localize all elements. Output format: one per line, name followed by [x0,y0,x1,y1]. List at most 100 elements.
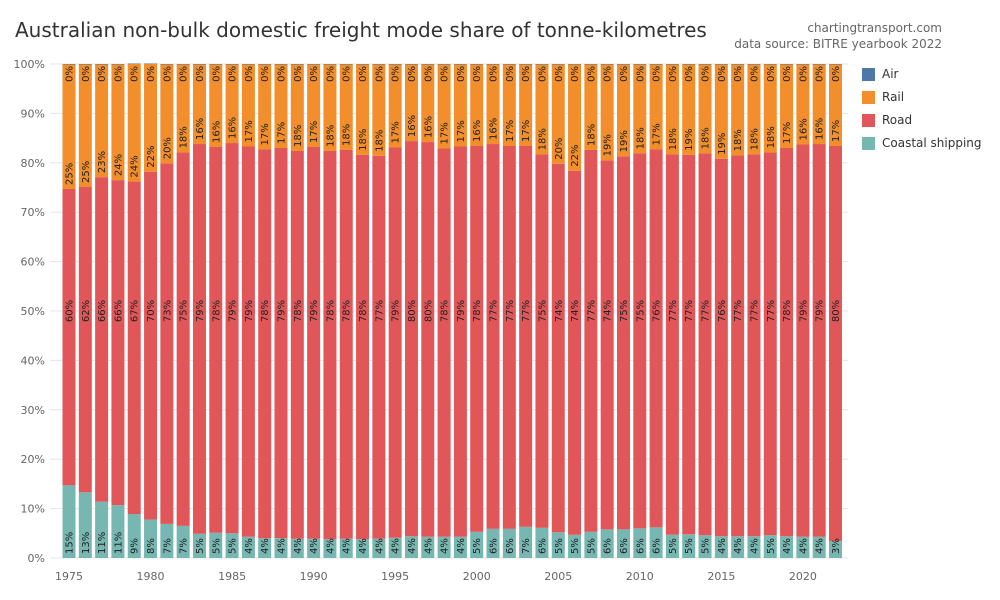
bar-segment-road [665,154,679,535]
data-label-air: 0% [179,66,190,82]
data-label-rail: 19% [619,130,630,152]
legend-item-rail[interactable]: Rail [862,87,982,107]
data-label-air: 0% [733,66,744,82]
bar-segment-coastal-shipping [323,539,337,558]
bar-segment-rail [258,64,272,150]
data-label-rail: 16% [815,118,826,140]
bar-segment-rail [829,64,842,147]
bar-segment-rail [192,64,206,145]
bar-segment-road [388,147,402,538]
data-label-rail: 23% [97,151,108,173]
bar-segment-road [160,163,174,524]
data-label-air: 0% [619,66,630,82]
data-label-air: 0% [211,66,222,82]
data-label-coastal-shipping: 7% [521,538,532,554]
data-label-coastal-shipping: 6% [489,538,500,554]
bar-segment-rail [600,64,614,161]
bar-segment-rail [127,64,141,182]
data-label-air: 0% [766,66,777,82]
bar-segment-coastal-shipping [698,535,712,558]
legend-item-road[interactable]: Road [862,110,982,130]
bar-segment-rail [551,64,565,164]
data-label-rail: 17% [456,120,467,142]
bar-segment-rail [274,64,288,148]
y-tick-label: 90% [21,107,45,120]
data-label-air: 0% [701,66,712,82]
data-label-road: 80% [831,300,842,322]
legend-label-coastal-shipping: Coastal shipping [882,136,982,150]
bar-segment-rail [584,64,598,150]
bar-segment-rail [95,64,109,178]
data-label-rail: 16% [423,116,434,138]
bar-segment-coastal-shipping [829,541,842,558]
data-label-coastal-shipping: 5% [570,538,581,554]
data-label-rail: 18% [668,128,679,150]
bar-segment-coastal-shipping [682,534,696,558]
data-label-road: 78% [342,300,353,322]
bar-segment-road [453,146,467,537]
x-tick-label: 1990 [300,570,328,583]
bar-segment-coastal-shipping [225,533,239,558]
bar-segment-coastal-shipping [584,531,598,558]
data-label-road: 77% [521,300,532,322]
bar-segment-coastal-shipping [633,528,647,558]
data-label-air: 0% [831,66,842,82]
legend-item-air[interactable]: Air [862,64,982,84]
bar-segment-coastal-shipping [421,536,435,558]
data-label-coastal-shipping: 4% [423,538,434,554]
bar-segment-coastal-shipping [470,531,484,558]
bar-segment-road [437,148,451,537]
data-label-coastal-shipping: 4% [277,538,288,554]
data-label-coastal-shipping: 4% [782,538,793,554]
bar-segment-rail [404,64,418,142]
bar-segment-road [486,144,500,529]
bar-segment-rail [665,64,679,155]
data-label-rail: 22% [570,144,581,166]
bar-segment-coastal-shipping [372,538,386,558]
x-tick-label: 2020 [789,570,817,583]
bar-segment-road [812,144,826,537]
bar-segment-road [307,146,321,539]
legend-swatch-rail [862,90,875,104]
data-label-rail: 20% [554,138,565,160]
data-label-coastal-shipping: 4% [342,538,353,554]
bar-segment-road [682,154,696,535]
bar-segment-rail [649,64,663,150]
x-tick-label: 2015 [707,570,735,583]
bar-segment-road [584,149,598,532]
data-label-rail: 17% [260,123,271,145]
bar-segment-rail [225,64,239,144]
bar-segment-road [796,144,810,537]
bar-segment-rail [209,64,223,147]
data-label-rail: 17% [652,123,663,145]
bar-segment-rail [111,64,125,181]
data-label-rail: 17% [782,122,793,144]
data-label-road: 75% [537,300,548,322]
bar-segment-rail [731,64,745,156]
data-label-coastal-shipping: 5% [701,538,712,554]
data-label-rail: 18% [358,129,369,151]
x-tick-label: 2000 [463,570,491,583]
bar-segment-rail [747,64,761,155]
legend-swatch-air [862,67,875,81]
data-label-rail: 17% [309,121,320,143]
bar-segment-road [258,149,272,539]
data-label-rail: 16% [489,118,500,140]
data-label-air: 0% [635,66,646,82]
data-label-rail: 18% [342,124,353,146]
data-label-coastal-shipping: 5% [586,538,597,554]
x-tick-label: 1995 [381,570,409,583]
bar-segment-coastal-shipping [535,527,549,558]
legend-item-coastal-shipping[interactable]: Coastal shipping [862,133,982,153]
data-label-rail: 18% [733,129,744,151]
y-tick-label: 0% [28,552,45,565]
data-label-coastal-shipping: 4% [325,538,336,554]
data-label-coastal-shipping: 5% [684,538,695,554]
data-label-air: 0% [391,66,402,82]
data-label-air: 0% [717,66,728,82]
data-label-road: 77% [586,300,597,322]
bar-segment-road [698,153,712,536]
legend-label-road: Road [882,113,913,127]
data-label-air: 0% [325,66,336,82]
bar-segment-coastal-shipping [649,527,663,558]
